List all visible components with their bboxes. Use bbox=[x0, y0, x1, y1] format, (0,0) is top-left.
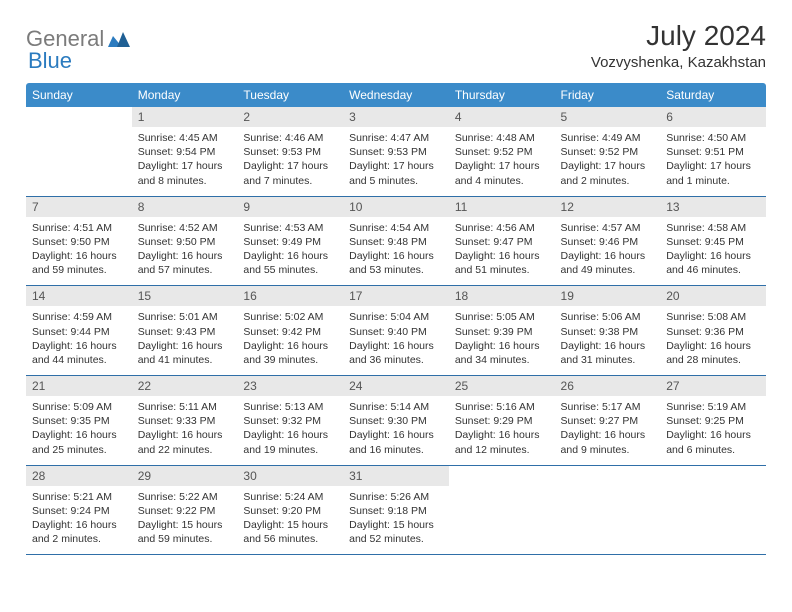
day-detail bbox=[555, 486, 661, 555]
day-detail: Sunrise: 5:11 AMSunset: 9:33 PMDaylight:… bbox=[132, 396, 238, 465]
day-detail: Sunrise: 4:51 AMSunset: 9:50 PMDaylight:… bbox=[26, 217, 132, 286]
day-number: 13 bbox=[660, 196, 766, 217]
day-number: 28 bbox=[26, 465, 132, 486]
logo-text-blue: Blue bbox=[28, 48, 72, 73]
day-number bbox=[26, 107, 132, 127]
day-detail: Sunrise: 4:47 AMSunset: 9:53 PMDaylight:… bbox=[343, 127, 449, 196]
day-number: 6 bbox=[660, 107, 766, 127]
day-number: 10 bbox=[343, 196, 449, 217]
day-detail: Sunrise: 5:05 AMSunset: 9:39 PMDaylight:… bbox=[449, 306, 555, 375]
weekday-sunday: Sunday bbox=[26, 83, 132, 107]
location-label: Vozvyshenka, Kazakhstan bbox=[591, 54, 766, 71]
weekday-saturday: Saturday bbox=[660, 83, 766, 107]
day-number bbox=[660, 465, 766, 486]
day-number: 3 bbox=[343, 107, 449, 127]
calendar-table: Sunday Monday Tuesday Wednesday Thursday… bbox=[26, 83, 766, 555]
day-detail: Sunrise: 5:21 AMSunset: 9:24 PMDaylight:… bbox=[26, 486, 132, 555]
day-detail: Sunrise: 5:02 AMSunset: 9:42 PMDaylight:… bbox=[237, 306, 343, 375]
day-number: 22 bbox=[132, 376, 238, 397]
day-number: 19 bbox=[555, 286, 661, 307]
daynum-row: 123456 bbox=[26, 107, 766, 127]
day-detail: Sunrise: 4:48 AMSunset: 9:52 PMDaylight:… bbox=[449, 127, 555, 196]
day-number: 18 bbox=[449, 286, 555, 307]
detail-row: Sunrise: 4:45 AMSunset: 9:54 PMDaylight:… bbox=[26, 127, 766, 196]
day-detail: Sunrise: 4:56 AMSunset: 9:47 PMDaylight:… bbox=[449, 217, 555, 286]
detail-row: Sunrise: 5:09 AMSunset: 9:35 PMDaylight:… bbox=[26, 396, 766, 465]
day-number: 29 bbox=[132, 465, 238, 486]
daynum-row: 14151617181920 bbox=[26, 286, 766, 307]
day-detail: Sunrise: 4:49 AMSunset: 9:52 PMDaylight:… bbox=[555, 127, 661, 196]
day-detail: Sunrise: 4:45 AMSunset: 9:54 PMDaylight:… bbox=[132, 127, 238, 196]
day-detail: Sunrise: 5:22 AMSunset: 9:22 PMDaylight:… bbox=[132, 486, 238, 555]
daynum-row: 21222324252627 bbox=[26, 376, 766, 397]
day-detail: Sunrise: 4:57 AMSunset: 9:46 PMDaylight:… bbox=[555, 217, 661, 286]
day-number: 5 bbox=[555, 107, 661, 127]
day-detail: Sunrise: 5:06 AMSunset: 9:38 PMDaylight:… bbox=[555, 306, 661, 375]
day-detail: Sunrise: 4:59 AMSunset: 9:44 PMDaylight:… bbox=[26, 306, 132, 375]
day-number: 24 bbox=[343, 376, 449, 397]
day-number: 25 bbox=[449, 376, 555, 397]
logo-mark-icon bbox=[108, 30, 130, 48]
weekday-thursday: Thursday bbox=[449, 83, 555, 107]
weekday-friday: Friday bbox=[555, 83, 661, 107]
day-number: 11 bbox=[449, 196, 555, 217]
detail-row: Sunrise: 4:59 AMSunset: 9:44 PMDaylight:… bbox=[26, 306, 766, 375]
day-detail: Sunrise: 4:52 AMSunset: 9:50 PMDaylight:… bbox=[132, 217, 238, 286]
day-number: 2 bbox=[237, 107, 343, 127]
weekday-monday: Monday bbox=[132, 83, 238, 107]
day-detail: Sunrise: 5:19 AMSunset: 9:25 PMDaylight:… bbox=[660, 396, 766, 465]
header: General July 2024 Vozvyshenka, Kazakhsta… bbox=[26, 20, 766, 71]
day-detail: Sunrise: 4:54 AMSunset: 9:48 PMDaylight:… bbox=[343, 217, 449, 286]
day-number: 17 bbox=[343, 286, 449, 307]
day-number: 20 bbox=[660, 286, 766, 307]
day-number: 4 bbox=[449, 107, 555, 127]
title-block: July 2024 Vozvyshenka, Kazakhstan bbox=[591, 20, 766, 71]
day-detail: Sunrise: 5:17 AMSunset: 9:27 PMDaylight:… bbox=[555, 396, 661, 465]
day-number: 16 bbox=[237, 286, 343, 307]
day-detail: Sunrise: 5:08 AMSunset: 9:36 PMDaylight:… bbox=[660, 306, 766, 375]
day-detail: Sunrise: 5:24 AMSunset: 9:20 PMDaylight:… bbox=[237, 486, 343, 555]
day-number: 7 bbox=[26, 196, 132, 217]
day-detail: Sunrise: 4:58 AMSunset: 9:45 PMDaylight:… bbox=[660, 217, 766, 286]
day-number: 9 bbox=[237, 196, 343, 217]
day-detail: Sunrise: 5:13 AMSunset: 9:32 PMDaylight:… bbox=[237, 396, 343, 465]
day-number: 14 bbox=[26, 286, 132, 307]
day-detail: Sunrise: 5:26 AMSunset: 9:18 PMDaylight:… bbox=[343, 486, 449, 555]
day-detail: Sunrise: 5:14 AMSunset: 9:30 PMDaylight:… bbox=[343, 396, 449, 465]
weekday-tuesday: Tuesday bbox=[237, 83, 343, 107]
day-number: 23 bbox=[237, 376, 343, 397]
weekday-header-row: Sunday Monday Tuesday Wednesday Thursday… bbox=[26, 83, 766, 107]
day-number bbox=[449, 465, 555, 486]
daynum-row: 78910111213 bbox=[26, 196, 766, 217]
day-number: 27 bbox=[660, 376, 766, 397]
day-number: 30 bbox=[237, 465, 343, 486]
day-number: 8 bbox=[132, 196, 238, 217]
day-number: 31 bbox=[343, 465, 449, 486]
day-number: 21 bbox=[26, 376, 132, 397]
day-number: 15 bbox=[132, 286, 238, 307]
logo-sub: Blue bbox=[28, 48, 72, 74]
day-detail: Sunrise: 4:46 AMSunset: 9:53 PMDaylight:… bbox=[237, 127, 343, 196]
month-title: July 2024 bbox=[591, 20, 766, 52]
day-number: 26 bbox=[555, 376, 661, 397]
day-detail bbox=[449, 486, 555, 555]
day-detail: Sunrise: 4:50 AMSunset: 9:51 PMDaylight:… bbox=[660, 127, 766, 196]
day-number bbox=[555, 465, 661, 486]
day-detail: Sunrise: 5:09 AMSunset: 9:35 PMDaylight:… bbox=[26, 396, 132, 465]
day-detail: Sunrise: 5:16 AMSunset: 9:29 PMDaylight:… bbox=[449, 396, 555, 465]
daynum-row: 28293031 bbox=[26, 465, 766, 486]
day-detail: Sunrise: 4:53 AMSunset: 9:49 PMDaylight:… bbox=[237, 217, 343, 286]
day-detail bbox=[660, 486, 766, 555]
day-number: 1 bbox=[132, 107, 238, 127]
detail-row: Sunrise: 4:51 AMSunset: 9:50 PMDaylight:… bbox=[26, 217, 766, 286]
day-number: 12 bbox=[555, 196, 661, 217]
weekday-wednesday: Wednesday bbox=[343, 83, 449, 107]
day-detail: Sunrise: 5:04 AMSunset: 9:40 PMDaylight:… bbox=[343, 306, 449, 375]
detail-row: Sunrise: 5:21 AMSunset: 9:24 PMDaylight:… bbox=[26, 486, 766, 555]
day-detail: Sunrise: 5:01 AMSunset: 9:43 PMDaylight:… bbox=[132, 306, 238, 375]
day-detail bbox=[26, 127, 132, 196]
